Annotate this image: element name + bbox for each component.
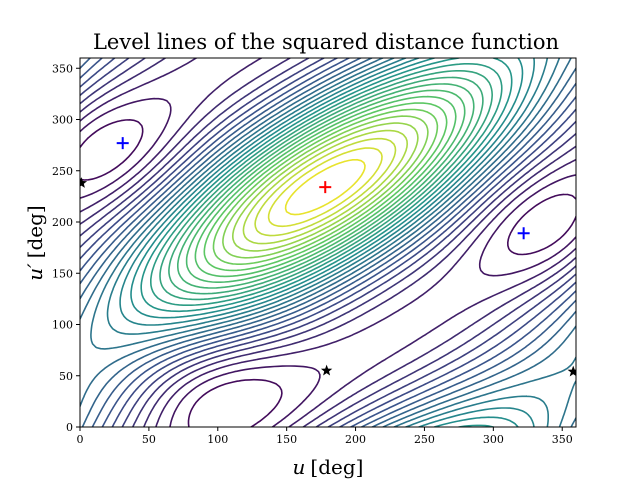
x-axis-label: u [deg]	[293, 455, 364, 479]
contour-level-line	[80, 58, 576, 427]
contour-level-line	[232, 122, 419, 252]
contour-level-line	[177, 83, 475, 289]
maximum-plus-marker	[319, 181, 332, 194]
contour-level-line	[212, 108, 439, 265]
contour-lines	[80, 58, 576, 427]
contour-level-line	[80, 119, 576, 427]
x-tick-label: 150	[276, 433, 297, 446]
y-axis-ticks: 0 50 100 150 200 250 300 350	[52, 62, 80, 434]
chart-title: Level lines of the squared distance func…	[93, 30, 559, 54]
y-axis-label: u′ [deg]	[23, 205, 47, 280]
x-tick-label: 300	[483, 433, 504, 446]
x-axis-unit: [deg]	[310, 455, 363, 479]
y-tick-label: 350	[52, 62, 73, 75]
x-tick-label: 250	[414, 433, 435, 446]
y-axis-unit: [deg]	[23, 205, 47, 258]
contour-level-line	[254, 137, 397, 237]
x-tick-label: 350	[552, 433, 573, 446]
y-tick-label: 250	[52, 165, 73, 178]
y-axis-variable: u′	[23, 263, 47, 281]
contour-level-line	[150, 63, 503, 306]
x-tick-label: 200	[345, 433, 366, 446]
y-tick-label: 100	[52, 319, 73, 332]
contour-level-line	[80, 58, 576, 427]
contour-level-line	[194, 95, 457, 278]
saddle-plus-marker	[517, 227, 530, 240]
x-axis-variable: u	[293, 455, 306, 479]
contour-level-line	[80, 58, 576, 427]
minimum-star-marker	[80, 177, 88, 188]
extrema-markers	[80, 137, 576, 377]
contour-level-line	[80, 58, 576, 427]
y-tick-label: 50	[59, 370, 73, 383]
contour-level-line	[80, 58, 576, 427]
minimum-star-marker	[320, 364, 333, 376]
x-axis-ticks: 0 50 100 150 200 250 300 350	[77, 427, 573, 446]
contour-level-line	[168, 76, 484, 295]
contour-level-line	[185, 89, 466, 283]
contour-level-line	[119, 58, 535, 427]
saddle-plus-marker	[116, 137, 129, 150]
contour-level-line	[222, 115, 429, 259]
y-tick-label: 150	[52, 267, 73, 280]
plot-frame	[79, 57, 577, 428]
contour-level-line	[267, 147, 383, 228]
contour-level-line	[80, 97, 576, 427]
contour-level-line	[80, 58, 576, 427]
contour-level-line	[284, 158, 366, 216]
contour-level-line	[80, 58, 576, 427]
x-tick-label: 0	[77, 433, 84, 446]
contour-level-line	[80, 58, 576, 427]
y-tick-label: 300	[52, 114, 73, 127]
y-tick-label: 200	[52, 216, 73, 229]
y-tick-label: 0	[66, 421, 73, 434]
x-tick-label: 50	[142, 433, 156, 446]
minimum-star-marker	[567, 365, 576, 377]
contour-level-line	[80, 58, 576, 427]
x-tick-label: 100	[207, 433, 228, 446]
contour-level-line	[242, 129, 408, 245]
contour-level-line	[90, 58, 576, 427]
contour-level-line	[159, 70, 493, 301]
contour-level-line	[203, 102, 448, 272]
